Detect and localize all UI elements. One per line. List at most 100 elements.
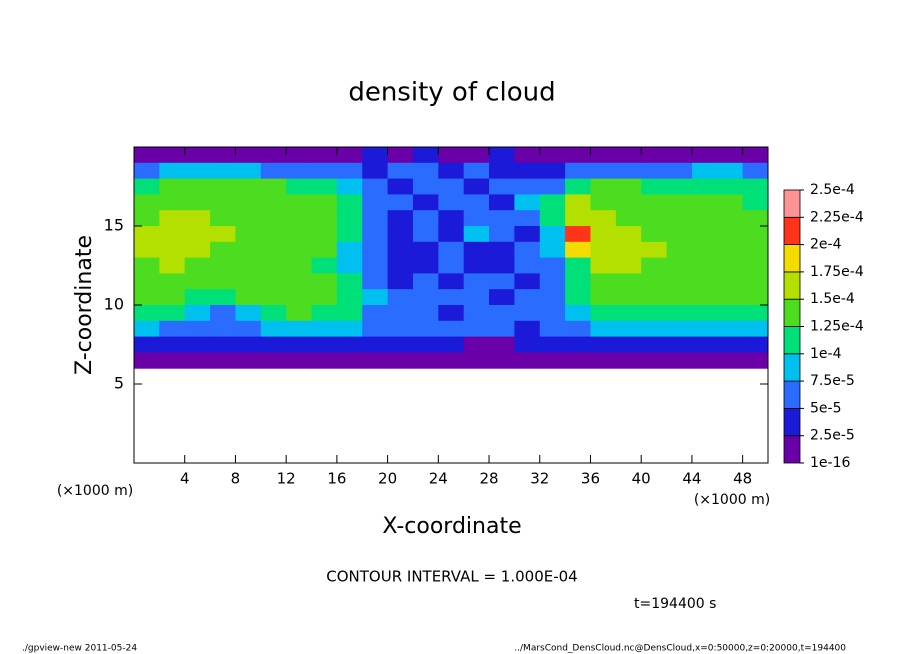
heat-cell <box>590 336 617 353</box>
heat-cell <box>362 241 389 259</box>
colorbar-band <box>783 326 801 355</box>
heat-cell <box>362 305 389 322</box>
heat-cell <box>514 241 541 259</box>
heat-cell <box>641 178 668 195</box>
heat-cell <box>336 178 363 195</box>
time-label: t=194400 s <box>634 596 716 612</box>
heat-cell <box>362 257 389 274</box>
heat-cell <box>438 336 465 353</box>
heat-cell <box>311 194 338 211</box>
heat-cell <box>311 147 338 164</box>
heat-cell <box>641 241 668 259</box>
heat-cell <box>666 352 693 369</box>
y-tick-label: 5 <box>114 374 124 393</box>
heat-cell <box>286 352 313 369</box>
heat-cell <box>742 336 769 353</box>
heat-cell <box>615 147 642 164</box>
heat-cell <box>666 336 693 353</box>
heat-cell <box>387 178 414 195</box>
heat-cell <box>336 352 363 369</box>
heat-cell <box>514 147 541 164</box>
heat-cell <box>387 305 414 322</box>
heat-cell <box>260 289 287 306</box>
heat-cell <box>666 320 693 338</box>
heat-cell <box>717 305 744 322</box>
heat-cell <box>489 162 515 180</box>
heat-cell <box>565 226 591 243</box>
heat-cell <box>463 352 490 369</box>
heat-cell <box>311 226 338 243</box>
heat-cell <box>489 226 515 243</box>
heat-cell <box>691 226 718 243</box>
heat-cell <box>615 162 642 180</box>
heat-cell <box>184 147 211 164</box>
heat-cell <box>134 320 160 338</box>
heat-cell <box>717 320 744 338</box>
colorbar-band <box>783 189 801 218</box>
heat-cell <box>210 241 236 259</box>
heat-cell <box>514 320 541 338</box>
heat-cell <box>362 289 389 306</box>
heat-cell <box>641 257 668 274</box>
heat-cell <box>159 194 186 211</box>
heat-cell <box>184 289 211 306</box>
heat-cell <box>159 289 186 306</box>
heat-cell <box>539 305 566 322</box>
heat-cell <box>412 273 439 290</box>
heat-cell <box>412 194 439 211</box>
heat-cell <box>387 257 414 274</box>
heat-cell <box>615 241 642 259</box>
heat-cell <box>260 194 287 211</box>
heat-cell <box>260 257 287 274</box>
heat-cell <box>210 289 236 306</box>
heat-cell <box>362 147 389 164</box>
heat-cell <box>134 257 160 274</box>
heat-cell <box>159 305 186 322</box>
heat-cell <box>286 336 313 353</box>
heat-cell <box>514 178 541 195</box>
heat-cell <box>539 178 566 195</box>
heat-cell <box>539 194 566 211</box>
heat-cell <box>691 241 718 259</box>
heat-cell <box>260 273 287 290</box>
heat-cell <box>666 147 693 164</box>
heat-cell <box>311 352 338 369</box>
heat-cell <box>336 226 363 243</box>
heat-cell <box>336 320 363 338</box>
x-unit: (×1000 m) <box>694 492 770 508</box>
heat-cell <box>666 210 693 227</box>
heat-cell <box>489 257 515 274</box>
heat-cell <box>387 194 414 211</box>
heat-cell <box>666 178 693 195</box>
heat-cell <box>286 226 313 243</box>
heat-cell <box>235 257 262 274</box>
colorbar-label: 5e-5 <box>810 400 841 416</box>
heat-cell <box>134 162 160 180</box>
heat-cell <box>615 273 642 290</box>
heat-cell <box>134 178 160 195</box>
heat-cell <box>311 241 338 259</box>
colorbar-band <box>783 380 801 409</box>
heat-cell <box>742 241 769 259</box>
heat-cell <box>641 162 668 180</box>
heat-cell <box>336 162 363 180</box>
heat-cell <box>184 257 211 274</box>
heat-cell <box>590 241 617 259</box>
heat-cell <box>438 178 465 195</box>
heat-cell <box>539 241 566 259</box>
heat-cell <box>286 241 313 259</box>
heat-cell <box>184 194 211 211</box>
heat-cell <box>463 226 490 243</box>
heat-cell <box>134 226 160 243</box>
heat-cell <box>134 336 160 353</box>
heat-cell <box>691 336 718 353</box>
heat-cell <box>615 226 642 243</box>
heat-cell <box>387 320 414 338</box>
heat-cell <box>742 289 769 306</box>
heat-cell <box>412 336 439 353</box>
x-tick-label: 28 <box>479 470 498 488</box>
heat-cell <box>666 162 693 180</box>
colorbar-band <box>783 435 801 464</box>
heat-cell <box>336 241 363 259</box>
chart-title: density of cloud <box>348 78 555 108</box>
